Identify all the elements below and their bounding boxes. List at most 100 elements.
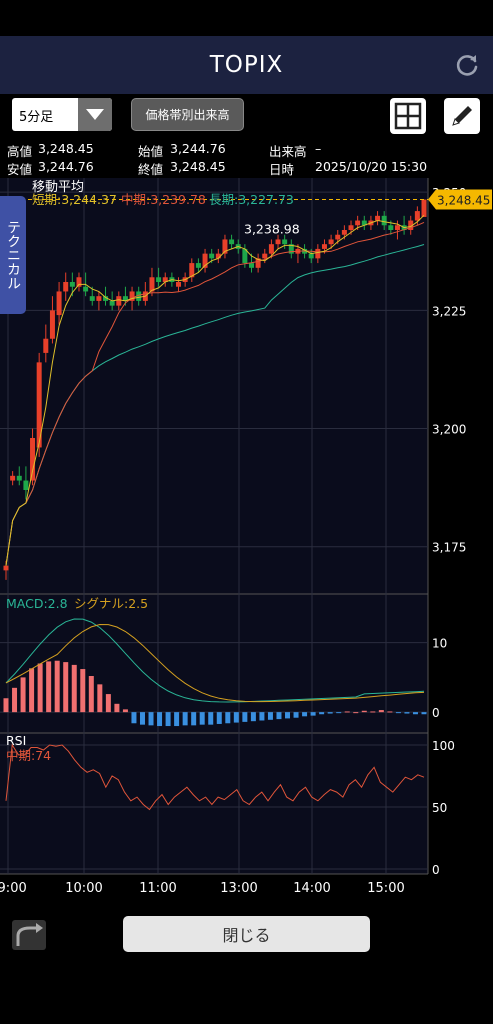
close-button[interactable]: 閉じる	[123, 916, 370, 952]
macd-histogram-bar	[191, 712, 197, 726]
header-bar: TOPIX	[0, 36, 493, 94]
candle	[282, 239, 288, 245]
macd-histogram-bar	[378, 710, 384, 713]
candle	[16, 475, 22, 481]
macd-histogram-bar	[412, 712, 418, 715]
rsi-legend: 中期:74	[6, 748, 51, 763]
macd-histogram-bar	[353, 712, 359, 714]
chart-area[interactable]: 3,2503,2253,2003,17509:0010:0011:0013:00…	[0, 178, 493, 898]
candle	[3, 565, 9, 571]
candle	[288, 244, 294, 254]
candle	[195, 263, 201, 268]
macd-histogram-bar	[37, 663, 43, 713]
candle	[129, 291, 135, 301]
short-ma-line	[5, 214, 425, 566]
candle	[96, 296, 102, 301]
macd-histogram-bar	[233, 712, 239, 723]
macd-histogram-bar	[361, 710, 367, 713]
macd-histogram-bar	[242, 712, 248, 722]
macd-histogram-bar	[276, 712, 282, 720]
candle	[69, 282, 75, 287]
back-arrow-icon[interactable]	[10, 918, 48, 952]
macd-histogram-bar	[302, 712, 308, 717]
macd-histogram-bar	[165, 712, 171, 727]
candle	[76, 277, 82, 287]
candle	[89, 296, 95, 301]
candle	[103, 296, 109, 301]
rsi-tick-label: 0	[432, 863, 440, 877]
period-label: 5分足	[19, 110, 54, 125]
macd-histogram-bar	[88, 676, 94, 713]
rsi-tick-label: 50	[432, 801, 447, 815]
time-tick-label: 13:00	[220, 881, 257, 896]
candle	[255, 258, 261, 268]
candle	[222, 239, 228, 254]
candle	[189, 263, 195, 278]
candle	[83, 286, 89, 292]
pencil-icon	[452, 106, 472, 126]
close-label: 終値	[138, 162, 164, 177]
period-select[interactable]: 5分足	[12, 98, 112, 131]
macd-histogram-bar	[12, 687, 18, 713]
price-tick-label: 3,225	[432, 304, 466, 318]
status-bar	[0, 0, 493, 36]
price-volume-button[interactable]: 価格帯別出来高	[131, 98, 244, 131]
price-info: 高値 3,248.45 始値 3,244.76 出来高 – 安値 3,244.7…	[0, 140, 493, 178]
technical-tab[interactable]: テクニカル	[0, 196, 26, 314]
macd-histogram-bar	[63, 662, 69, 713]
macd-legend: MACD:2.8	[6, 596, 68, 611]
signal-line	[5, 623, 425, 703]
macd-histogram-bar	[310, 712, 316, 716]
macd-histogram-bar	[199, 712, 205, 725]
time-tick-label: 14:00	[293, 881, 330, 896]
candle	[421, 199, 427, 217]
candle	[348, 225, 354, 230]
candle	[381, 215, 387, 226]
reload-icon[interactable]	[453, 51, 481, 79]
macd-line	[5, 618, 425, 703]
mid-ma-line	[5, 221, 425, 566]
macd-histogram-bar	[370, 711, 376, 713]
candle	[375, 215, 381, 221]
last-price-badge	[428, 189, 492, 210]
low-label: 安値	[7, 162, 33, 177]
draw-button[interactable]	[444, 98, 480, 134]
macd-histogram-bar	[80, 669, 86, 713]
candle	[176, 282, 182, 287]
macd-histogram-bar	[54, 660, 60, 713]
rsi-title: RSI	[6, 733, 26, 748]
price-tick-label: 3,175	[432, 541, 466, 555]
price-tick-label: 3,200	[432, 423, 466, 437]
macd-histogram-bar	[131, 712, 137, 724]
macd-histogram-bar	[421, 712, 427, 715]
rsi-tick-label: 100	[432, 739, 455, 753]
candle	[209, 253, 215, 259]
candle	[408, 220, 414, 230]
candle	[321, 244, 327, 249]
candle	[242, 248, 248, 264]
ma-legend-item: 短期:3,244.37	[32, 192, 117, 207]
time-tick-label: 11:00	[139, 881, 176, 896]
chevron-down-icon	[86, 109, 104, 120]
dropdown-button[interactable]	[78, 98, 112, 131]
high-label: 高値	[7, 144, 33, 159]
macd-histogram-bar	[285, 712, 291, 719]
datetime-value: 2025/10/20 15:30	[315, 159, 428, 174]
macd-histogram-bar	[114, 703, 120, 713]
macd-histogram-bar	[250, 712, 256, 722]
layout-button[interactable]	[390, 98, 426, 134]
time-tick-label: 10:00	[65, 881, 102, 896]
candle	[328, 239, 334, 245]
candle	[43, 338, 49, 353]
macd-histogram-bar	[182, 712, 188, 726]
ma-title: 移動平均	[32, 180, 84, 195]
macd-histogram-bar	[336, 712, 342, 714]
candle	[308, 253, 314, 259]
macd-tick-label: 10	[432, 637, 447, 651]
macd-histogram-bar	[20, 677, 26, 713]
rsi-line	[5, 743, 425, 811]
ma-legend-item: 中期:3,239.78	[121, 192, 206, 207]
candle	[355, 220, 361, 226]
time-tick-label: 09:00	[0, 881, 27, 896]
page-title: TOPIX	[209, 52, 284, 78]
